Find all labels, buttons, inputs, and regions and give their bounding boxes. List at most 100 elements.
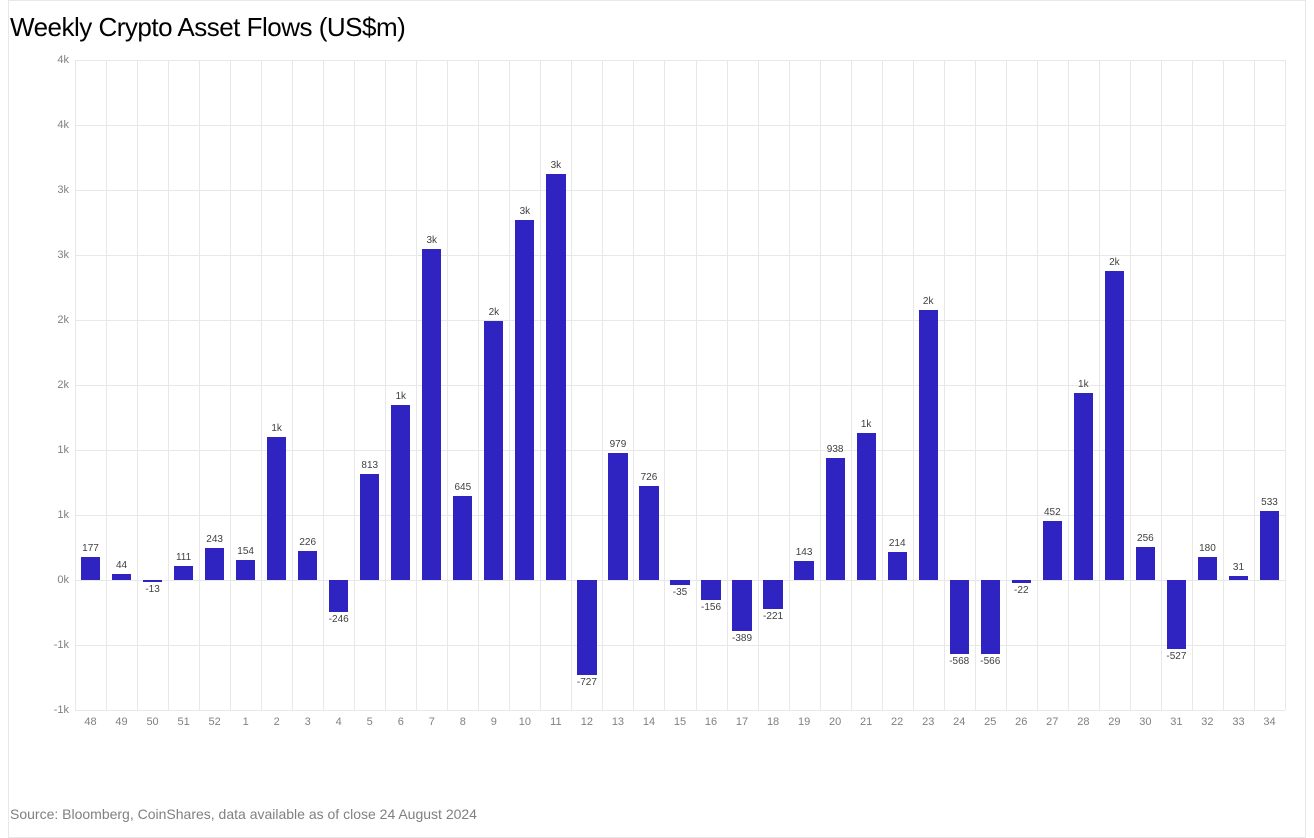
- grid-line-vertical: [261, 60, 262, 710]
- bar-value-label: 452: [1044, 507, 1061, 518]
- bar: [546, 174, 565, 580]
- bar: [981, 580, 1000, 654]
- bar-value-label: 1k: [271, 423, 282, 434]
- grid-line-vertical: [975, 60, 976, 710]
- bar-value-label: 154: [237, 546, 254, 557]
- x-axis-tick-label: 52: [208, 710, 220, 728]
- bar-value-label: 111: [176, 552, 191, 563]
- bar-value-label: 3k: [427, 235, 438, 246]
- bar: [919, 310, 938, 580]
- bar-value-label: 938: [827, 444, 844, 455]
- bar-value-label: 1k: [395, 391, 406, 402]
- chart-title: Weekly Crypto Asset Flows (US$m): [10, 12, 405, 43]
- bar-value-label: 1k: [861, 419, 872, 430]
- x-axis-tick-label: 51: [177, 710, 189, 728]
- bar: [391, 405, 410, 581]
- bar-value-label: -727: [577, 677, 597, 688]
- bar: [1105, 271, 1124, 580]
- grid-line-vertical: [168, 60, 169, 710]
- bar-value-label: 2k: [1109, 257, 1120, 268]
- bar: [422, 249, 441, 581]
- bar-value-label: -221: [763, 611, 783, 622]
- x-axis-tick-label: 31: [1170, 710, 1182, 728]
- bar: [1198, 557, 1217, 580]
- y-axis-tick-label: 3k: [57, 249, 75, 261]
- grid-line-vertical: [882, 60, 883, 710]
- x-axis-tick-label: 1: [243, 710, 249, 728]
- bar: [1074, 393, 1093, 580]
- bar: [1260, 511, 1279, 580]
- bar-value-label: -13: [145, 584, 159, 595]
- grid-line-vertical: [416, 60, 417, 710]
- grid-line-horizontal: [75, 255, 1285, 256]
- grid-line-vertical: [292, 60, 293, 710]
- bar-value-label: 979: [610, 439, 627, 450]
- grid-line-vertical: [944, 60, 945, 710]
- x-axis-tick-label: 20: [829, 710, 841, 728]
- grid-line-vertical: [478, 60, 479, 710]
- x-axis-tick-label: 6: [398, 710, 404, 728]
- x-axis-tick-label: 21: [860, 710, 872, 728]
- y-axis-tick-label: -1k: [54, 639, 75, 651]
- bar: [1167, 580, 1186, 649]
- bar: [639, 486, 658, 580]
- grid-line-horizontal: [75, 320, 1285, 321]
- bar-value-label: 243: [206, 534, 223, 545]
- grid-line-horizontal: [75, 385, 1285, 386]
- grid-line-vertical: [230, 60, 231, 710]
- x-axis-tick-label: 34: [1263, 710, 1275, 728]
- x-axis-tick-label: 49: [115, 710, 127, 728]
- bar: [298, 551, 317, 580]
- bar: [236, 560, 255, 580]
- bar-value-label: 226: [299, 537, 316, 548]
- grid-line-vertical: [820, 60, 821, 710]
- grid-line-vertical: [1161, 60, 1162, 710]
- x-axis-tick-label: 15: [674, 710, 686, 728]
- bar: [857, 433, 876, 580]
- bar-value-label: 645: [454, 482, 471, 493]
- x-axis-tick-label: 4: [336, 710, 342, 728]
- bar-value-label: 533: [1261, 497, 1278, 508]
- x-axis-tick-label: 9: [491, 710, 497, 728]
- bar-value-label: -389: [732, 633, 752, 644]
- x-axis-tick-label: 8: [460, 710, 466, 728]
- grid-line-vertical: [1130, 60, 1131, 710]
- y-axis-tick-label: 2k: [57, 314, 75, 326]
- bar: [950, 580, 969, 654]
- bar-value-label: -566: [980, 656, 1000, 667]
- bar-value-label: 2k: [923, 296, 934, 307]
- grid-line-vertical: [851, 60, 852, 710]
- grid-line-vertical: [696, 60, 697, 710]
- grid-line-vertical: [137, 60, 138, 710]
- x-axis-tick-label: 23: [922, 710, 934, 728]
- grid-line-vertical: [1068, 60, 1069, 710]
- y-axis-tick-label: 4k: [57, 119, 75, 131]
- source-footnote: Source: Bloomberg, CoinShares, data avai…: [10, 806, 477, 822]
- x-axis-tick-label: 33: [1232, 710, 1244, 728]
- bar-value-label: 44: [116, 560, 127, 571]
- grid-line-vertical: [789, 60, 790, 710]
- grid-line-vertical: [1037, 60, 1038, 710]
- grid-line-vertical: [758, 60, 759, 710]
- bar: [1229, 576, 1248, 580]
- grid-line-horizontal: [75, 125, 1285, 126]
- x-axis-tick-label: 11: [550, 710, 561, 728]
- grid-line-vertical: [509, 60, 510, 710]
- x-axis-tick-label: 10: [519, 710, 531, 728]
- bar-value-label: -22: [1014, 585, 1028, 596]
- grid-line-vertical: [1254, 60, 1255, 710]
- bar-value-label: 1k: [1078, 379, 1089, 390]
- bar: [143, 580, 162, 582]
- grid-line-vertical: [1192, 60, 1193, 710]
- y-axis-tick-label: 4k: [57, 54, 75, 66]
- bar: [453, 496, 472, 580]
- grid-line-vertical: [727, 60, 728, 710]
- x-axis-tick-label: 5: [367, 710, 373, 728]
- x-axis-tick-label: 29: [1108, 710, 1120, 728]
- grid-line-vertical: [664, 60, 665, 710]
- bar: [329, 580, 348, 612]
- bar: [267, 437, 286, 580]
- bar-value-label: -527: [1166, 651, 1186, 662]
- grid-line-vertical: [1285, 60, 1286, 710]
- bar-value-label: -568: [949, 656, 969, 667]
